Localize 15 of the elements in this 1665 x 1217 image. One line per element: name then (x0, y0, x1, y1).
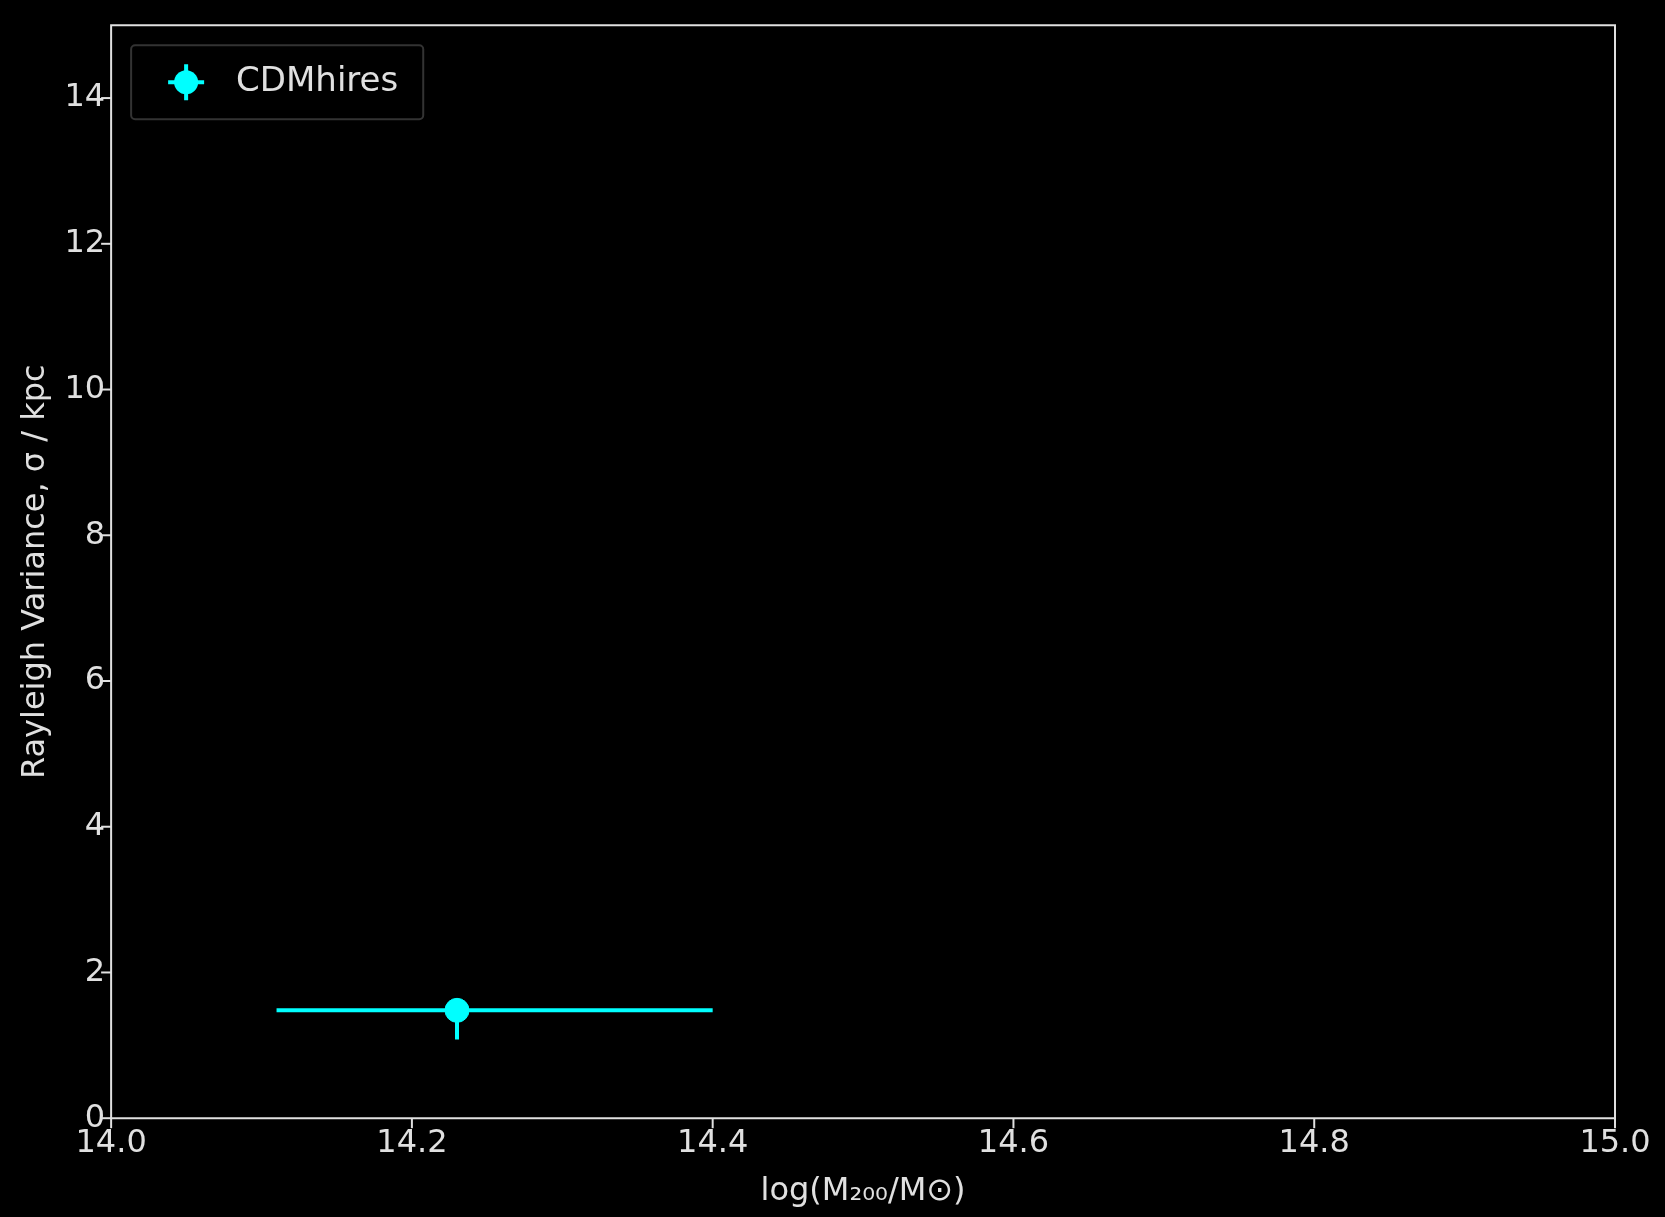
y-tick-label: 14 (64, 76, 106, 115)
y-tick-label: 8 (84, 513, 106, 552)
y-axis-title: Rayleigh Variance, σ / kpc (13, 364, 52, 780)
y-tick-label: 4 (84, 805, 106, 844)
legend-label: CDMhires (236, 59, 399, 100)
x-tick-label: 15.0 (1579, 1121, 1651, 1160)
y-tick-label: 2 (84, 950, 106, 989)
x-tick-label: 14.4 (677, 1121, 749, 1160)
x-tick-label: 14.6 (977, 1121, 1050, 1160)
x-tick-label: 14.8 (1278, 1121, 1350, 1160)
y-tick-label: 10 (64, 367, 106, 406)
x-tick-label: 14.2 (376, 1121, 448, 1160)
y-tick-label: 12 (64, 222, 106, 261)
y-tick-label: 6 (84, 659, 106, 698)
x-axis-title: log(M₂₀₀/M⊙) (760, 1170, 966, 1209)
